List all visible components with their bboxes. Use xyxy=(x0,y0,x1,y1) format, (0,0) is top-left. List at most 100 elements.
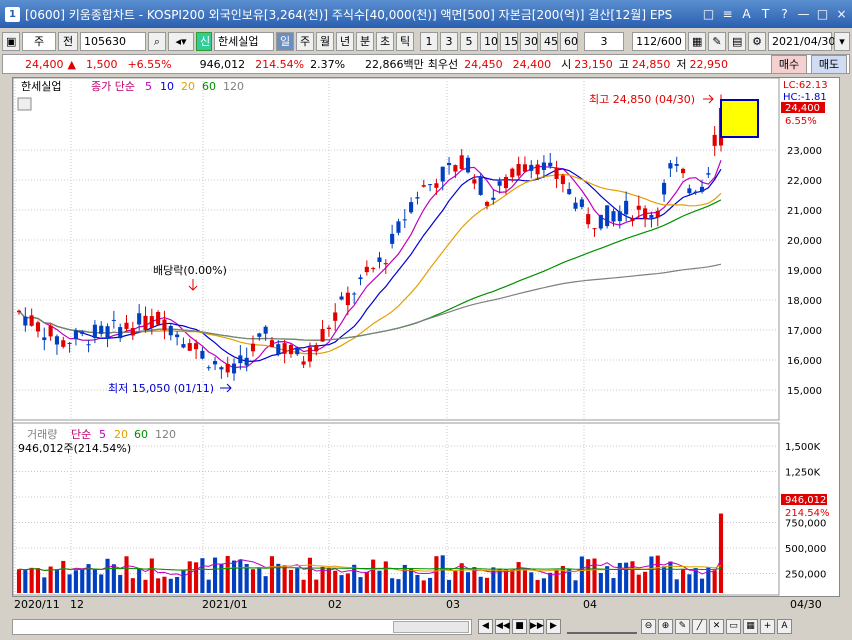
candle-body xyxy=(54,336,60,345)
volume-bar xyxy=(250,569,256,593)
chart-area[interactable]: 23,000 22,000 21,000 20,000 19,000 18,000 17,0… xyxy=(12,77,840,613)
price-tick-label: 18,000 xyxy=(787,296,822,307)
scroll-first-icon[interactable]: ◀ xyxy=(478,619,493,634)
prev-button[interactable]: 전 xyxy=(58,31,78,51)
minute-15[interactable]: 15 xyxy=(500,31,518,51)
marker-box[interactable] xyxy=(720,99,759,138)
chart-canvas[interactable]: 23,000 22,000 21,000 20,000 19,000 18,000 17,0… xyxy=(12,77,839,613)
maximize-icon[interactable]: □ xyxy=(816,6,829,21)
candle-body xyxy=(99,325,104,334)
scroll-next-icon[interactable]: ▶▶ xyxy=(529,619,544,634)
scroll-last-icon[interactable]: ▶ xyxy=(546,619,561,634)
font-icon[interactable]: A xyxy=(777,619,792,634)
stop-icon[interactable]: ■ xyxy=(512,619,527,634)
window-font-icon[interactable]: A xyxy=(742,6,751,21)
high-label: 고 xyxy=(618,58,629,71)
volume-bar xyxy=(554,569,559,593)
minute-3[interactable]: 3 xyxy=(440,31,458,51)
cross-icon[interactable]: ✕ xyxy=(709,619,724,634)
zoom-in-icon[interactable]: ⊕ xyxy=(658,619,673,634)
candle-body xyxy=(219,367,224,370)
candle-body xyxy=(484,201,490,206)
candle-body xyxy=(541,162,546,170)
volume-bar xyxy=(29,567,34,593)
volume-bar xyxy=(674,579,679,593)
scroll-prev-icon[interactable]: ◀◀ xyxy=(495,619,510,634)
window-menu-icon[interactable]: ≡ xyxy=(722,6,733,21)
grid-icon[interactable]: ▦ xyxy=(688,31,706,51)
window-text-icon[interactable]: T xyxy=(761,6,770,21)
gear-icon[interactable]: ⚙ xyxy=(748,31,766,51)
fit-icon[interactable]: ▦ xyxy=(743,619,758,634)
volume-bar xyxy=(522,570,528,593)
volume-bar xyxy=(680,569,686,593)
current-price: 24,400 xyxy=(25,57,64,71)
scrollbar-thumb[interactable] xyxy=(393,621,469,633)
minute-30[interactable]: 30 xyxy=(520,31,538,51)
minute-5[interactable]: 5 xyxy=(460,31,478,51)
tab-tick[interactable]: 틱 xyxy=(396,31,414,51)
draw-icon[interactable]: ✎ xyxy=(675,619,690,634)
tab-month[interactable]: 월 xyxy=(316,31,334,51)
tab-second[interactable]: 초 xyxy=(376,31,394,51)
line-icon[interactable]: ╱ xyxy=(692,619,707,634)
buy-button[interactable]: 매수 xyxy=(771,55,807,74)
volume-bar xyxy=(194,562,199,593)
eraser-icon[interactable]: ▭ xyxy=(726,619,741,634)
candle-body xyxy=(491,197,496,200)
candle-body xyxy=(244,357,249,366)
volume-current: 946,012주(214.54%) xyxy=(18,442,131,455)
minimize-icon[interactable]: — xyxy=(797,6,810,21)
tab-week[interactable]: 주 xyxy=(296,31,314,51)
candle-body xyxy=(137,313,142,325)
calendar-icon[interactable]: ▾ xyxy=(834,31,850,51)
count-input[interactable]: 112/600 xyxy=(632,31,686,51)
x-tick-label: 12 xyxy=(70,598,84,611)
tab-day[interactable]: 일 xyxy=(276,31,294,51)
close-icon[interactable]: × xyxy=(836,6,847,21)
chart-settings-icon[interactable] xyxy=(17,97,32,111)
volume-bar xyxy=(42,577,47,593)
volume-bar xyxy=(377,570,382,593)
candle-body xyxy=(516,163,521,176)
help-icon[interactable]: ? xyxy=(781,6,788,21)
volume-bar xyxy=(598,572,603,593)
sell-button[interactable]: 매도 xyxy=(811,55,847,74)
tab-minute[interactable]: 분 xyxy=(356,31,374,51)
window-link-icon[interactable]: □ xyxy=(702,6,715,21)
stock-code-input[interactable]: 105630 xyxy=(80,31,146,51)
plus-icon[interactable]: + xyxy=(760,619,775,634)
minute-60[interactable]: 60 xyxy=(560,31,578,51)
volume-moving-averages xyxy=(18,558,722,577)
price-tick-label: 20,000 xyxy=(787,236,822,247)
tab-year[interactable]: 년 xyxy=(336,31,354,51)
zoom-slider[interactable] xyxy=(567,619,637,634)
interval-select[interactable]: 3 xyxy=(584,31,624,51)
horizontal-scrollbar[interactable] xyxy=(12,619,472,635)
volume-bar xyxy=(630,561,635,593)
zoom-out-icon[interactable]: ⊖ xyxy=(641,619,656,634)
period-select[interactable]: 주 xyxy=(22,31,56,51)
candle-body xyxy=(643,208,648,219)
x-axis-end: 04/30 xyxy=(790,598,822,611)
current-pct-tag: 6.55% xyxy=(785,116,817,127)
candle-body xyxy=(333,312,338,321)
minute-10[interactable]: 10 xyxy=(480,31,498,51)
minute-45[interactable]: 45 xyxy=(540,31,558,51)
save-icon[interactable]: ▤ xyxy=(728,31,746,51)
stock-name[interactable]: 한세실업 xyxy=(214,31,274,51)
panel-toggle-icon[interactable]: ▣ xyxy=(2,31,20,51)
x-tick-label: 04 xyxy=(583,598,597,611)
date-input[interactable]: 2021/04/30 xyxy=(768,31,835,51)
candle-body xyxy=(276,344,281,355)
volume-bar xyxy=(662,566,667,593)
candle-body xyxy=(187,343,192,351)
search-icon[interactable]: ⌕ xyxy=(148,31,166,51)
volume-bar xyxy=(567,569,572,593)
candle-body xyxy=(61,340,66,347)
volume-tick-label: 1,250K xyxy=(785,468,821,479)
tools-icon[interactable]: ✎ xyxy=(708,31,726,51)
minute-1[interactable]: 1 xyxy=(420,31,438,51)
sound-icon[interactable]: ◂▾ xyxy=(168,31,194,51)
candle-body xyxy=(345,292,350,306)
